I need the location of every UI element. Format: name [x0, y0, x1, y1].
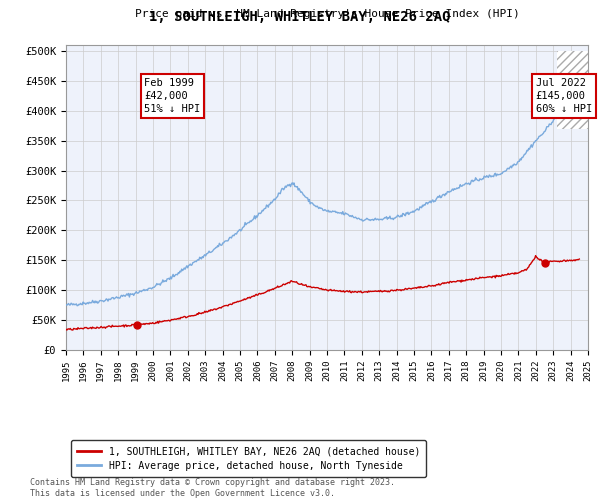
Legend: 1, SOUTHLEIGH, WHITLEY BAY, NE26 2AQ (detached house), HPI: Average price, detac: 1, SOUTHLEIGH, WHITLEY BAY, NE26 2AQ (de…	[71, 440, 426, 477]
Text: Feb 1999
£42,000
51% ↓ HPI: Feb 1999 £42,000 51% ↓ HPI	[144, 78, 200, 114]
Polygon shape	[557, 51, 588, 128]
Text: Contains HM Land Registry data © Crown copyright and database right 2023.
This d: Contains HM Land Registry data © Crown c…	[30, 478, 395, 498]
Text: 1, SOUTHLEIGH, WHITLEY BAY, NE26 2AQ: 1, SOUTHLEIGH, WHITLEY BAY, NE26 2AQ	[149, 10, 451, 24]
Text: Jul 2022
£145,000
60% ↓ HPI: Jul 2022 £145,000 60% ↓ HPI	[536, 78, 592, 114]
Title: Price paid vs. HM Land Registry's House Price Index (HPI): Price paid vs. HM Land Registry's House …	[134, 9, 520, 19]
